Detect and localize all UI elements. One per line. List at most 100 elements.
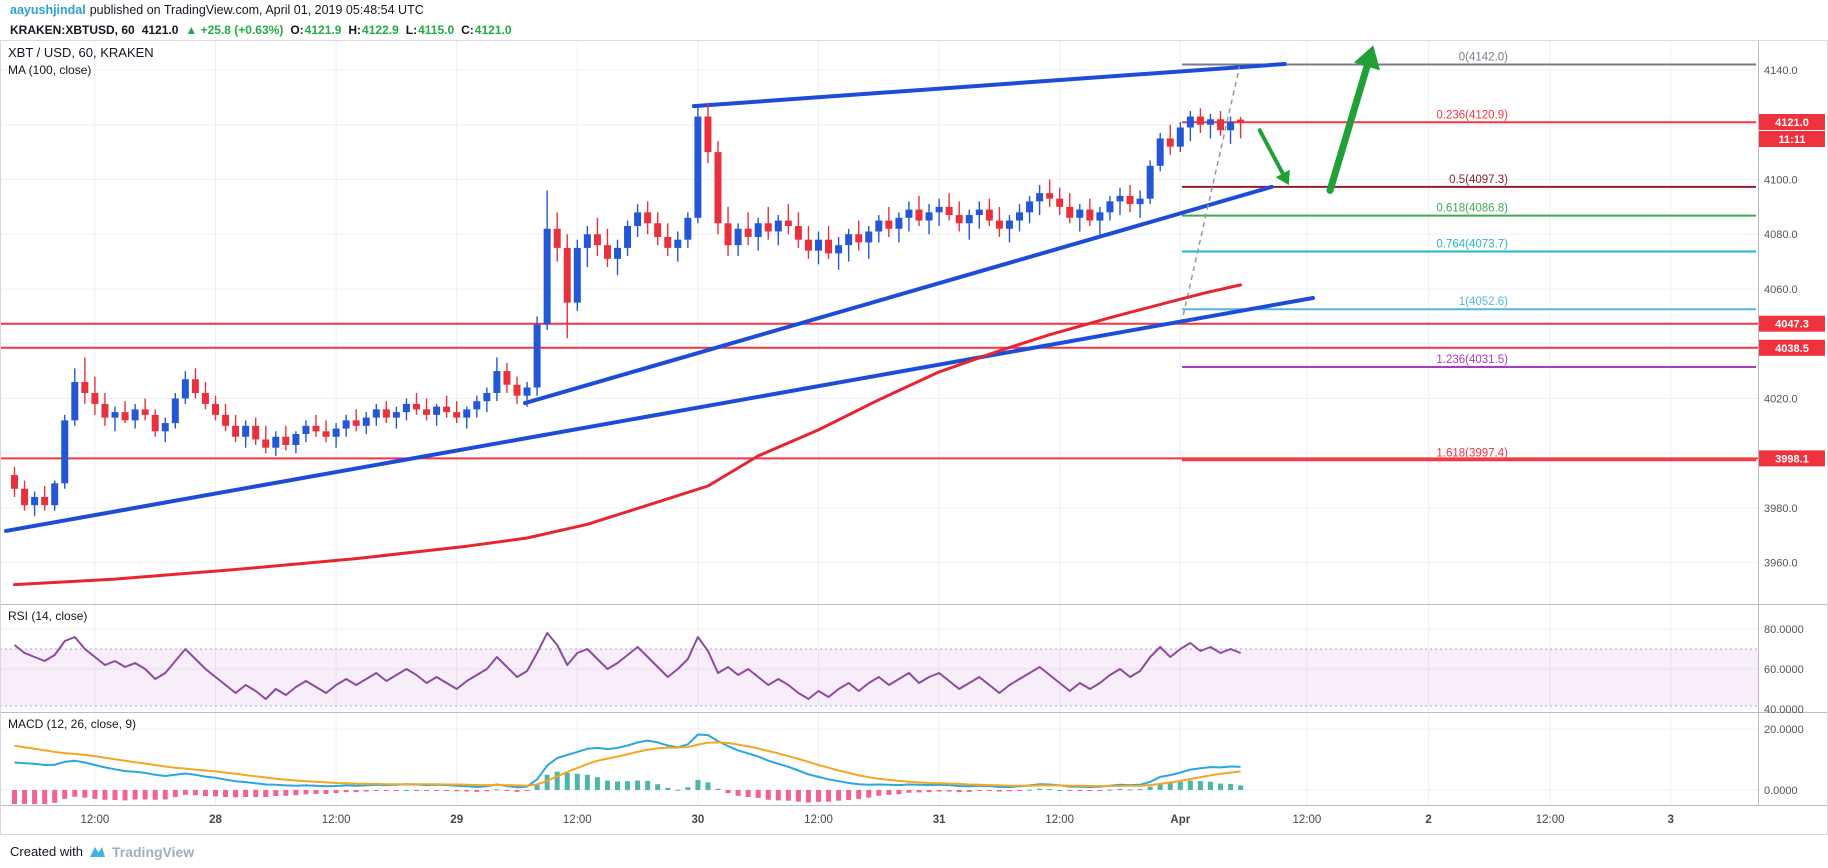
hist-bar xyxy=(172,790,178,798)
candle-body xyxy=(282,436,290,445)
candle-body xyxy=(51,483,59,506)
hist-bar xyxy=(474,790,480,792)
trend-line-ascending-support-steep[interactable] xyxy=(523,184,1274,406)
candle-body xyxy=(423,409,431,415)
chart-area[interactable]: 0(4142.0) 0.236(4120.9) 0.5(4097.3) 0.618(4… xyxy=(0,40,1828,835)
candle-body xyxy=(222,414,230,426)
time-axis-label[interactable]: 2 xyxy=(1425,814,1431,826)
big-up-arrow[interactable] xyxy=(1326,62,1371,194)
candle-body xyxy=(332,428,340,437)
price-axis-label: 3980.0 xyxy=(1764,503,1798,515)
candle-body xyxy=(895,217,903,229)
price-axis-label: 4060.0 xyxy=(1764,284,1798,296)
trend-line-ascending-support-long[interactable] xyxy=(3,295,1315,533)
hist-bar xyxy=(82,790,88,798)
time-axis-label[interactable]: 28 xyxy=(209,814,222,826)
hist-bar xyxy=(353,790,359,793)
hist-bar xyxy=(1077,790,1083,791)
trend-line-upper-resistance[interactable] xyxy=(691,61,1287,109)
candle-body xyxy=(362,417,370,426)
candle-body xyxy=(624,226,632,248)
candle-body xyxy=(191,379,199,393)
time-axis-label[interactable]: 12:00 xyxy=(804,814,833,826)
hist-bar xyxy=(162,790,168,800)
candle-body xyxy=(1046,193,1054,199)
time-axis-label[interactable]: 12:00 xyxy=(1536,814,1565,826)
candle-body xyxy=(855,234,863,243)
candle-body xyxy=(825,239,833,254)
time-axis-label[interactable]: Apr xyxy=(1170,814,1190,826)
candle-body xyxy=(1206,119,1214,125)
time-axis-label[interactable]: 12:00 xyxy=(1293,814,1322,826)
fib-level-label: 1.618(3997.4) xyxy=(1436,447,1508,459)
macd-legend[interactable]: MACD (12, 26, close, 9) xyxy=(8,717,136,731)
time-axis-label[interactable]: 12:00 xyxy=(563,814,592,826)
candle-body xyxy=(61,420,69,484)
fib-level-label: 0.236(4120.9) xyxy=(1436,109,1508,121)
candle-body xyxy=(975,209,983,216)
tradingview-brand-text[interactable]: TradingView xyxy=(111,843,195,860)
candle-body xyxy=(372,409,380,418)
time-axis-label[interactable]: 30 xyxy=(692,814,705,826)
candle-body xyxy=(171,398,179,424)
macd-signal-line[interactable] xyxy=(14,741,1241,787)
hist-bar xyxy=(373,790,379,791)
candle-body xyxy=(1196,116,1204,125)
candle-body xyxy=(614,247,621,259)
ma-legend[interactable]: MA (100, close) xyxy=(8,63,91,77)
candle-body xyxy=(694,116,702,218)
candle-body xyxy=(995,220,1003,229)
hist-bar xyxy=(223,790,229,798)
main-pane-legend[interactable]: XBT / USD, 60, KRAKEN xyxy=(8,45,154,60)
hist-bar xyxy=(635,780,641,790)
hist-bar xyxy=(1107,789,1113,791)
hist-bar xyxy=(273,790,279,797)
hist-bar xyxy=(1097,790,1103,791)
hist-bar xyxy=(52,790,58,803)
hist-bar xyxy=(645,780,651,790)
chart-canvas[interactable]: 0(4142.0) 0.236(4120.9) 0.5(4097.3) 0.618(4… xyxy=(0,40,1828,835)
macd-line[interactable] xyxy=(14,733,1241,789)
time-axis-label[interactable]: 3 xyxy=(1668,814,1674,826)
hist-bar xyxy=(243,790,249,798)
rsi-line[interactable] xyxy=(13,632,1241,700)
hist-bar xyxy=(946,790,952,792)
time-axis-label[interactable]: 12:00 xyxy=(322,814,351,826)
ma100-line[interactable] xyxy=(13,283,1243,587)
candle-body xyxy=(503,371,511,385)
candle-body xyxy=(1227,122,1235,131)
hist-bar xyxy=(1157,782,1163,790)
time-axis-label[interactable]: 31 xyxy=(933,814,946,826)
candle-body xyxy=(322,431,330,437)
hist-bar xyxy=(735,790,741,796)
symbol-title[interactable]: KRAKEN:XBTUSD, 60 xyxy=(10,23,135,37)
candle-body xyxy=(252,425,260,440)
candle-body xyxy=(91,392,99,404)
candle-body xyxy=(1156,138,1164,166)
price-axis-label: 4020.0 xyxy=(1764,393,1798,405)
hist-bar xyxy=(976,790,982,791)
hist-bar xyxy=(1127,789,1133,791)
hist-bar xyxy=(202,790,208,797)
time-axis-label[interactable]: 29 xyxy=(450,814,463,826)
fib-level-label: 0.5(4097.3) xyxy=(1449,174,1508,186)
candle-body xyxy=(784,220,792,227)
author-link[interactable]: aayushjindal xyxy=(10,3,86,17)
candle-body xyxy=(563,247,571,303)
hist-bar xyxy=(886,790,892,795)
macd-axis-label: 0.0000 xyxy=(1764,785,1798,797)
candle-body xyxy=(1086,209,1094,221)
open-value: 4121.9 xyxy=(304,23,342,37)
price-axis-label: 4080.0 xyxy=(1764,229,1798,241)
candle-body xyxy=(714,152,722,224)
hist-bar xyxy=(695,779,701,790)
candlestick-series[interactable] xyxy=(11,102,1245,517)
time-axis-label[interactable]: 12:00 xyxy=(1045,814,1074,826)
hist-bar xyxy=(836,790,842,801)
time-axis-label[interactable]: 12:00 xyxy=(81,814,110,826)
rsi-legend[interactable]: RSI (14, close) xyxy=(8,609,87,623)
small-pullback-arrow[interactable] xyxy=(1257,128,1285,176)
price-badge xyxy=(1759,131,1825,148)
hist-bar xyxy=(514,790,520,792)
candle-body xyxy=(201,392,209,404)
